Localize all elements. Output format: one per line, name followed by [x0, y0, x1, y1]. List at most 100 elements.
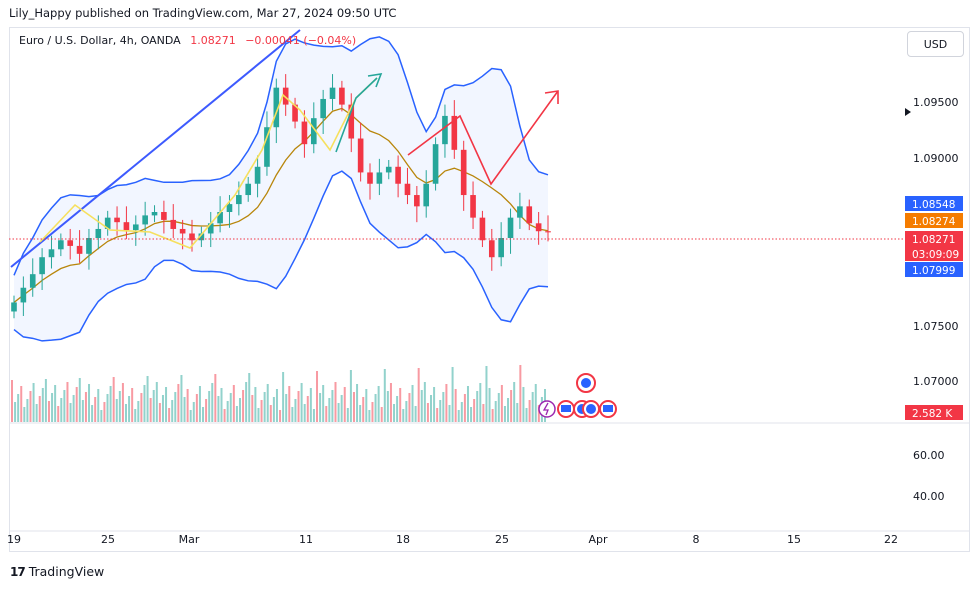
candle [207, 212, 214, 248]
volume-bar [309, 388, 312, 422]
flag-icon[interactable] [582, 400, 600, 418]
volume-bar [260, 400, 263, 422]
volume-bar [146, 376, 149, 422]
volume-bar [485, 366, 488, 422]
time-axis-label: 11 [299, 533, 313, 546]
candle [245, 176, 252, 202]
volume-bar [482, 404, 485, 422]
tradingview-brand: TradingView [28, 564, 105, 579]
price-axis[interactable]: 1.09500 1.09000 1.07500 1.07000 1.08548 1.082… [905, 96, 963, 503]
volume-bar [198, 386, 201, 422]
volume-bar [534, 384, 537, 422]
volume-bar [84, 392, 87, 422]
volume-bar [232, 385, 235, 422]
band-fill [14, 36, 548, 341]
volume-bar [306, 396, 309, 422]
candle [301, 110, 308, 158]
volume-bar [417, 368, 420, 422]
volume-bar [81, 400, 84, 422]
volume-bar [343, 387, 346, 422]
candle [460, 140, 467, 211]
candle [442, 104, 448, 158]
currency-button[interactable]: USD [907, 31, 964, 57]
volume-bar [454, 389, 457, 422]
candle [217, 196, 223, 233]
volume-bar [91, 405, 94, 422]
volume-bar [288, 386, 291, 422]
chart-frame[interactable] [9, 27, 970, 552]
lightning-icon[interactable] [538, 400, 556, 418]
symbol-legend[interactable]: Euro / U.S. Dollar, 4h, OANDA 1.08271 −0… [19, 34, 356, 47]
volume-bar [137, 401, 140, 422]
volume-bar [217, 396, 220, 422]
volume-bar [41, 388, 44, 422]
volume-bar [359, 405, 362, 422]
volume-bar [340, 395, 343, 422]
us-flag-icon[interactable] [557, 400, 575, 418]
volume-bar [356, 384, 359, 422]
volume-bar [399, 388, 402, 422]
flag-icon[interactable] [576, 373, 596, 393]
volume-bar [488, 388, 491, 422]
candle [414, 186, 420, 223]
volume-bar [220, 388, 223, 422]
volume-bar [466, 386, 469, 422]
volume-bar [44, 379, 47, 422]
price-tag-label: 1.08271 [912, 234, 955, 246]
volume-bar [161, 395, 164, 422]
volume-bar [426, 403, 429, 422]
volume-bar [531, 392, 534, 422]
volume-bar [408, 393, 411, 422]
volume-bar [223, 409, 226, 422]
candle [86, 228, 92, 270]
price-tag: 1.08274 [905, 213, 963, 228]
volume-bars [11, 365, 546, 422]
candle [376, 158, 383, 196]
volume-bar [272, 397, 275, 422]
price-tag-label: 1.07999 [912, 265, 955, 277]
volume-bar [257, 408, 260, 422]
volume-bar [63, 390, 66, 422]
volume-bar [177, 384, 180, 422]
volume-bar [47, 401, 50, 422]
green-forecast-arrow [335, 77, 378, 153]
tradingview-logo[interactable]: 17 TradingView [10, 564, 104, 579]
time-axis-label: 25 [101, 533, 115, 546]
volume-bar [430, 395, 433, 422]
volume-bar [457, 410, 460, 422]
candle [488, 228, 495, 271]
volume-bar [189, 410, 192, 422]
volume-bar [263, 392, 266, 422]
volume-bar [75, 387, 78, 422]
volume-bar [174, 392, 177, 422]
volume-bar [303, 404, 306, 422]
volume-bar [463, 394, 466, 422]
volume-bar [266, 384, 269, 422]
candle [11, 295, 17, 319]
price-axis-label: 1.09500 [913, 96, 959, 109]
volume-bar [513, 382, 516, 422]
volume-bar [402, 409, 405, 422]
volume-bar [214, 374, 217, 422]
volume-bar [23, 407, 26, 422]
candle [526, 199, 533, 231]
oscillator-axis-label: 60.00 [913, 449, 945, 462]
volume-bar [279, 410, 282, 422]
volume-bar [72, 395, 75, 422]
volume-bar [507, 398, 510, 422]
candle [142, 201, 148, 236]
volume-bar [112, 377, 115, 422]
volume-bar [423, 382, 426, 422]
price-tag-label: 03:09:09 [912, 249, 959, 261]
time-axis[interactable]: 19 25 Mar 11 18 25 Apr 8 15 22 [7, 533, 898, 546]
volume-bar [346, 408, 349, 422]
volume-bar [433, 387, 436, 422]
red-forecast-arrow [407, 90, 559, 186]
volume-bar [54, 385, 57, 422]
candle [507, 208, 514, 254]
us-flag-icon[interactable] [599, 400, 617, 418]
candle [395, 155, 401, 198]
candle [161, 200, 167, 234]
volume-bar [51, 393, 54, 422]
